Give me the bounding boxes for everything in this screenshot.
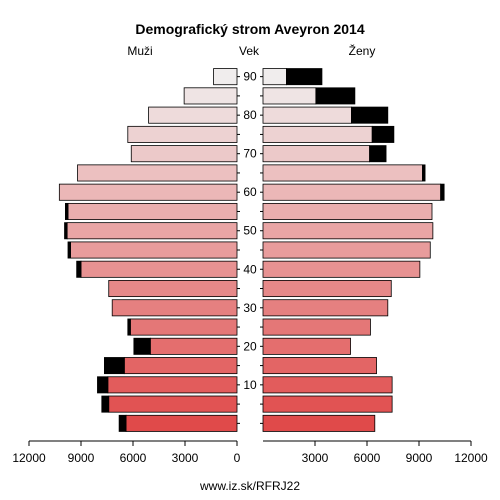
female-excess-bar-age-65	[422, 164, 426, 182]
age-tick-label-50: 50	[243, 224, 257, 238]
male-bar-age-5	[108, 395, 238, 413]
male-bar-age-45	[70, 241, 238, 259]
male-bar-age-0	[125, 414, 238, 432]
x-tick-label-right-12000: 12000	[454, 451, 488, 465]
male-excess-bar-age-15	[104, 357, 125, 375]
age-tick-label-90: 90	[243, 70, 257, 84]
age-axis: 10 20 30 40 50 60 70 80 90	[237, 70, 263, 424]
female-bar-age-80	[262, 106, 352, 124]
age-tick-label-70: 70	[243, 147, 257, 161]
male-excess-bar-age-5	[101, 395, 110, 413]
male-bar-age-75	[127, 125, 238, 143]
male-excess-bar-age-10	[97, 376, 109, 394]
male-bar-age-20	[149, 337, 238, 355]
male-bar-age-30	[111, 299, 238, 317]
x-tick-label-left-9000: 9000	[68, 451, 95, 465]
age-tick-label-10: 10	[243, 378, 257, 392]
male-bar-age-60	[58, 183, 238, 201]
female-bar-age-45	[262, 241, 431, 259]
bars-group	[58, 68, 445, 432]
x-tick-label-left-6000: 6000	[120, 451, 147, 465]
age-axis-label: Vek	[239, 44, 260, 58]
male-excess-bar-age-45	[67, 241, 71, 259]
male-label: Muži	[127, 44, 152, 58]
female-bar-age-15	[262, 357, 377, 375]
chart-title: Demografický strom Aveyron 2014	[135, 21, 364, 37]
female-bar-age-35	[262, 280, 392, 298]
female-bar-age-60	[262, 183, 442, 201]
x-tick-label-right-9000: 9000	[406, 451, 433, 465]
x-tick-label-left-3000: 3000	[172, 451, 199, 465]
female-bar-age-10	[262, 376, 393, 394]
female-bar-age-40	[262, 260, 421, 278]
male-excess-bar-age-20	[133, 337, 151, 355]
male-bar-age-65	[77, 164, 238, 182]
x-axis: 12000 9000 6000 3000 0 3000 6000 9000 12000	[12, 440, 488, 465]
male-bar-age-15	[123, 357, 238, 375]
female-bar-age-55	[262, 202, 433, 220]
female-bar-age-65	[262, 164, 423, 182]
x-tick-label-right-3000: 3000	[302, 451, 329, 465]
age-tick-label-20: 20	[243, 339, 257, 353]
female-bar-age-5	[262, 395, 393, 413]
female-bar-age-0	[262, 414, 376, 432]
male-bar-age-80	[148, 106, 238, 124]
x-tick-label-right-6000: 6000	[354, 451, 381, 465]
female-bar-age-70	[262, 145, 370, 163]
age-tick-label-40: 40	[243, 262, 257, 276]
x-tick-label-left-0: 0	[234, 451, 241, 465]
male-bar-age-25	[129, 318, 238, 336]
male-excess-bar-age-0	[118, 414, 127, 432]
female-label: Ženy	[349, 43, 376, 58]
x-tick-label-left-12000: 12000	[12, 451, 46, 465]
male-bar-age-10	[107, 376, 238, 394]
female-bar-age-75	[262, 125, 373, 143]
male-excess-bar-age-25	[127, 318, 131, 336]
male-bar-age-40	[80, 260, 238, 278]
age-tick-label-80: 80	[243, 108, 257, 122]
male-bar-age-85	[183, 87, 238, 105]
male-bar-age-35	[108, 280, 238, 298]
male-bar-age-90	[213, 68, 238, 86]
female-excess-bar-age-85	[315, 87, 356, 105]
female-excess-bar-age-75	[371, 125, 395, 143]
female-excess-bar-age-60	[440, 183, 445, 201]
male-bar-age-55	[67, 202, 238, 220]
male-bar-age-70	[130, 145, 238, 163]
male-excess-bar-age-40	[76, 260, 82, 278]
age-tick-label-60: 60	[243, 185, 257, 199]
female-bar-age-90	[262, 68, 287, 86]
female-excess-bar-age-90	[285, 68, 323, 86]
female-bar-age-20	[262, 337, 351, 355]
male-excess-bar-age-55	[65, 202, 69, 220]
male-bar-age-50	[66, 222, 238, 240]
female-excess-bar-age-80	[350, 106, 389, 124]
female-bar-age-30	[262, 299, 389, 317]
male-excess-bar-age-50	[64, 222, 68, 240]
female-bar-age-50	[262, 222, 434, 240]
footer-source: www.iz.sk/RFRJ22	[199, 479, 300, 493]
female-excess-bar-age-70	[369, 145, 387, 163]
female-bar-age-85	[262, 87, 317, 105]
female-bar-age-25	[262, 318, 371, 336]
age-tick-label-30: 30	[243, 301, 257, 315]
